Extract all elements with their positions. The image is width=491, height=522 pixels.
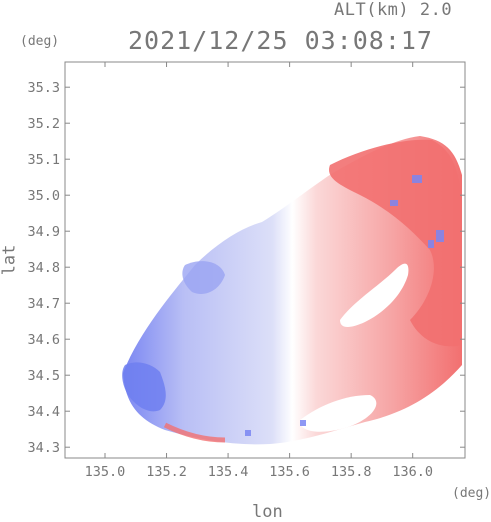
x-tick-label: 135.6 bbox=[269, 464, 310, 480]
y-tick-label: 34.8 bbox=[27, 260, 60, 276]
plot-frame bbox=[64, 61, 466, 459]
x-tick-label: 135.2 bbox=[146, 464, 187, 480]
echo-hole bbox=[340, 263, 409, 327]
x-axis-label: lon bbox=[252, 502, 283, 522]
x-tick-label: 136.0 bbox=[392, 464, 433, 480]
altitude-label: ALT(km) 2.0 bbox=[334, 0, 453, 20]
y-tick-label: 35.1 bbox=[27, 152, 60, 168]
echo-red-band bbox=[163, 422, 226, 443]
y-tick-label: 34.3 bbox=[27, 440, 60, 456]
y-tick-label: 34.9 bbox=[27, 224, 60, 240]
echo-main-region bbox=[123, 136, 462, 445]
chart-timestamp: 2021/12/25 03:08:17 bbox=[128, 26, 433, 55]
y-axis: 34.3 34.4 34.5 34.6 34.7 34.8 34.9 35.0 35.1 35.2… bbox=[27, 80, 465, 456]
y-tick-label: 34.7 bbox=[27, 296, 60, 312]
echo-field bbox=[122, 136, 462, 445]
x-tick-label: 135.0 bbox=[85, 464, 126, 480]
y-axis-unit: (deg) bbox=[20, 34, 60, 49]
y-tick-label: 34.4 bbox=[27, 404, 60, 420]
echo-blue-patch bbox=[122, 362, 166, 412]
echo-strong-red bbox=[329, 139, 462, 347]
y-tick-label: 34.5 bbox=[27, 368, 60, 384]
x-axis-unit: (deg) bbox=[452, 486, 491, 501]
y-tick-label: 35.0 bbox=[27, 188, 60, 204]
y-tick-label: 34.6 bbox=[27, 332, 60, 348]
x-tick-label: 135.8 bbox=[331, 464, 372, 480]
x-tick-label: 135.4 bbox=[208, 464, 249, 480]
y-tick-label: 35.3 bbox=[27, 80, 60, 96]
echo-blue-patch bbox=[182, 261, 225, 295]
x-axis: 135.0 135.2 135.4 135.6 135.8 136.0 bbox=[85, 62, 433, 480]
y-tick-label: 35.2 bbox=[27, 116, 60, 132]
echo-hole bbox=[299, 395, 377, 432]
